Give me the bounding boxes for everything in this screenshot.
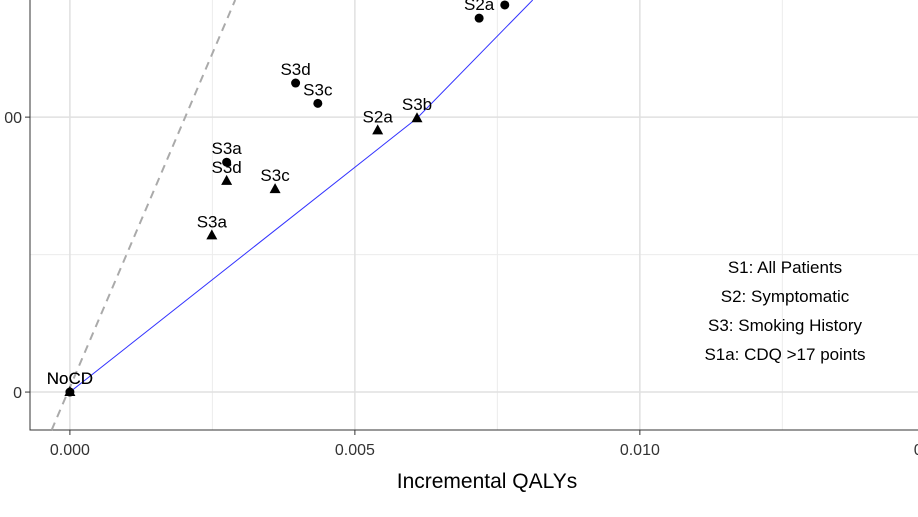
point: [64, 386, 76, 397]
point-label: S3d: [212, 158, 242, 177]
point: [474, 13, 484, 23]
point-label: S2a: [363, 107, 394, 126]
point-label: S3c: [303, 80, 333, 99]
x-tick-label: 0.000: [50, 442, 90, 459]
point: [500, 0, 510, 10]
point-label: S3c: [260, 166, 290, 185]
point-label: S3b: [402, 95, 432, 114]
point: [291, 78, 301, 88]
annotation: S2: Symptomatic: [721, 287, 850, 306]
point: [372, 124, 384, 135]
y-tick-label: 00: [4, 110, 22, 127]
point: [411, 112, 423, 123]
annotation: S1a: CDQ >17 points: [704, 345, 865, 364]
x-tick-label: 0.010: [620, 442, 660, 459]
panel-border: [29, 0, 918, 431]
x-tick-label: 0.0: [914, 442, 918, 459]
point: [206, 229, 218, 240]
point: [221, 174, 233, 185]
point-label: S3d: [280, 60, 310, 79]
point-label: NoCD: [47, 369, 93, 388]
point: [222, 157, 232, 167]
point: [269, 183, 281, 194]
y-tick-label: 0: [13, 385, 22, 402]
point-label: S3a: [197, 212, 228, 231]
point-label: NoCD: [47, 369, 93, 388]
point: [313, 98, 323, 108]
x-tick-label: 0.005: [335, 442, 375, 459]
x-axis-title: Incremental QALYs: [397, 470, 578, 493]
line: [50, 0, 237, 431]
line: [69, 0, 534, 393]
point-label: S3a: [212, 139, 243, 158]
point-label: S2a: [464, 0, 495, 14]
annotation: S1: All Patients: [728, 258, 842, 277]
annotation: S3: Smoking History: [708, 316, 862, 335]
